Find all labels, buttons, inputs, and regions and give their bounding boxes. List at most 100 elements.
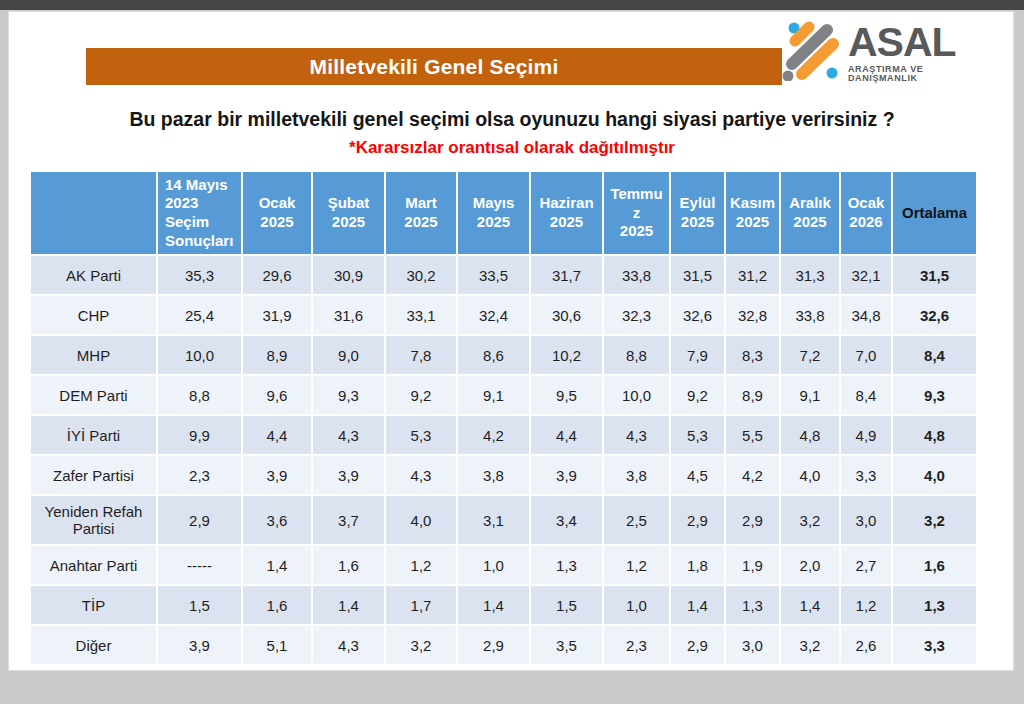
value-cell: ----- (157, 545, 242, 585)
value-cell: 30,6 (530, 295, 603, 335)
value-cell: 1,7 (385, 585, 457, 625)
value-cell: 7,0 (840, 335, 892, 375)
party-name-cell: Zafer Partisi (30, 455, 157, 495)
column-header-haziran-2025: Haziran 2025 (530, 171, 603, 255)
value-cell: 9,9 (157, 415, 242, 455)
value-cell: 4,0 (780, 455, 840, 495)
value-cell: 9,3 (312, 375, 385, 415)
table-header-row: 14 Mayıs 2023 Seçim SonuçlarıOcak 2025Şu… (30, 171, 977, 255)
value-cell: 3,9 (530, 455, 603, 495)
value-cell: 9,1 (457, 375, 530, 415)
value-cell: 5,5 (725, 415, 780, 455)
column-header-ocak-2025: Ocak 2025 (242, 171, 312, 255)
value-cell: 4,9 (840, 415, 892, 455)
value-cell: 1,2 (385, 545, 457, 585)
value-cell: 4,4 (530, 415, 603, 455)
party-name-cell: Yeniden Refah Partisi (30, 495, 157, 545)
value-cell: 1,3 (530, 545, 603, 585)
value-cell: 3,6 (242, 495, 312, 545)
value-cell: 3,8 (603, 455, 670, 495)
value-cell: 33,5 (457, 255, 530, 295)
value-cell: 33,8 (603, 255, 670, 295)
table-row: AK Parti35,329,630,930,233,531,733,831,5… (30, 255, 977, 295)
value-cell: 33,1 (385, 295, 457, 335)
value-cell: 9,6 (242, 375, 312, 415)
value-cell: 7,9 (670, 335, 725, 375)
asal-logo-mark-icon (780, 19, 842, 85)
logo-subtitle: ARAŞTIRMA VE DANIŞMANLIK (848, 65, 995, 83)
value-cell: 32,1 (840, 255, 892, 295)
value-cell: 1,4 (242, 545, 312, 585)
value-cell: 2,9 (670, 495, 725, 545)
survey-question: Bu pazar bir milletvekili genel seçimi o… (9, 108, 1015, 131)
value-cell: 31,2 (725, 255, 780, 295)
asal-logo-text: ASAL ARAŞTIRMA VE DANIŞMANLIK (848, 22, 995, 83)
value-cell: 1,5 (530, 585, 603, 625)
value-cell: 2,9 (457, 625, 530, 665)
value-cell: 3,2 (385, 625, 457, 665)
value-cell: 2,5 (603, 495, 670, 545)
value-cell: 4,3 (312, 625, 385, 665)
party-name-cell: Anahtar Parti (30, 545, 157, 585)
value-cell: 3,9 (157, 625, 242, 665)
column-header-aralik-2025: Aralık 2025 (780, 171, 840, 255)
value-cell: 2,9 (725, 495, 780, 545)
value-cell: 8,9 (725, 375, 780, 415)
average-cell: 1,6 (892, 545, 977, 585)
value-cell: 1,4 (457, 585, 530, 625)
value-cell: 2,3 (603, 625, 670, 665)
asal-logo: ASAL ARAŞTIRMA VE DANIŞMANLIK (780, 18, 995, 86)
value-cell: 3,5 (530, 625, 603, 665)
value-cell: 7,2 (780, 335, 840, 375)
party-name-cell: TİP (30, 585, 157, 625)
average-cell: 9,3 (892, 375, 977, 415)
average-cell: 4,0 (892, 455, 977, 495)
value-cell: 9,0 (312, 335, 385, 375)
value-cell: 32,8 (725, 295, 780, 335)
title-banner: Milletvekili Genel Seçimi (86, 48, 782, 85)
poll-results-table: 14 Mayıs 2023 Seçim SonuçlarıOcak 2025Şu… (29, 170, 978, 666)
value-cell: 1,0 (457, 545, 530, 585)
party-name-cell: CHP (30, 295, 157, 335)
column-header-ocak-2026: Ocak 2026 (840, 171, 892, 255)
value-cell: 3,9 (242, 455, 312, 495)
value-cell: 32,4 (457, 295, 530, 335)
value-cell: 8,8 (157, 375, 242, 415)
value-cell: 33,8 (780, 295, 840, 335)
column-header-temmuz-2025: Temmu z 2025 (603, 171, 670, 255)
value-cell: 2,3 (157, 455, 242, 495)
value-cell: 4,3 (385, 455, 457, 495)
value-cell: 35,3 (157, 255, 242, 295)
value-cell: 1,4 (780, 585, 840, 625)
value-cell: 10,0 (603, 375, 670, 415)
undecided-note: *Kararsızlar orantısal olarak dağıtılmış… (9, 138, 1015, 158)
value-cell: 1,9 (725, 545, 780, 585)
value-cell: 34,8 (840, 295, 892, 335)
value-cell: 3,2 (780, 625, 840, 665)
value-cell: 7,8 (385, 335, 457, 375)
value-cell: 5,3 (385, 415, 457, 455)
value-cell: 9,5 (530, 375, 603, 415)
value-cell: 4,3 (312, 415, 385, 455)
value-cell: 3,3 (840, 455, 892, 495)
value-cell: 31,5 (670, 255, 725, 295)
value-cell: 2,7 (840, 545, 892, 585)
average-cell: 3,2 (892, 495, 977, 545)
value-cell: 30,2 (385, 255, 457, 295)
value-cell: 2,0 (780, 545, 840, 585)
value-cell: 31,7 (530, 255, 603, 295)
value-cell: 4,4 (242, 415, 312, 455)
value-cell: 25,4 (157, 295, 242, 335)
column-header-mayis-2025: Mayıs 2025 (457, 171, 530, 255)
average-cell: 31,5 (892, 255, 977, 295)
value-cell: 8,8 (603, 335, 670, 375)
value-cell: 2,9 (670, 625, 725, 665)
value-cell: 9,1 (780, 375, 840, 415)
value-cell: 1,0 (603, 585, 670, 625)
value-cell: 1,6 (312, 545, 385, 585)
value-cell: 4,2 (725, 455, 780, 495)
value-cell: 2,6 (840, 625, 892, 665)
value-cell: 32,6 (670, 295, 725, 335)
party-name-cell: Diğer (30, 625, 157, 665)
value-cell: 3,8 (457, 455, 530, 495)
